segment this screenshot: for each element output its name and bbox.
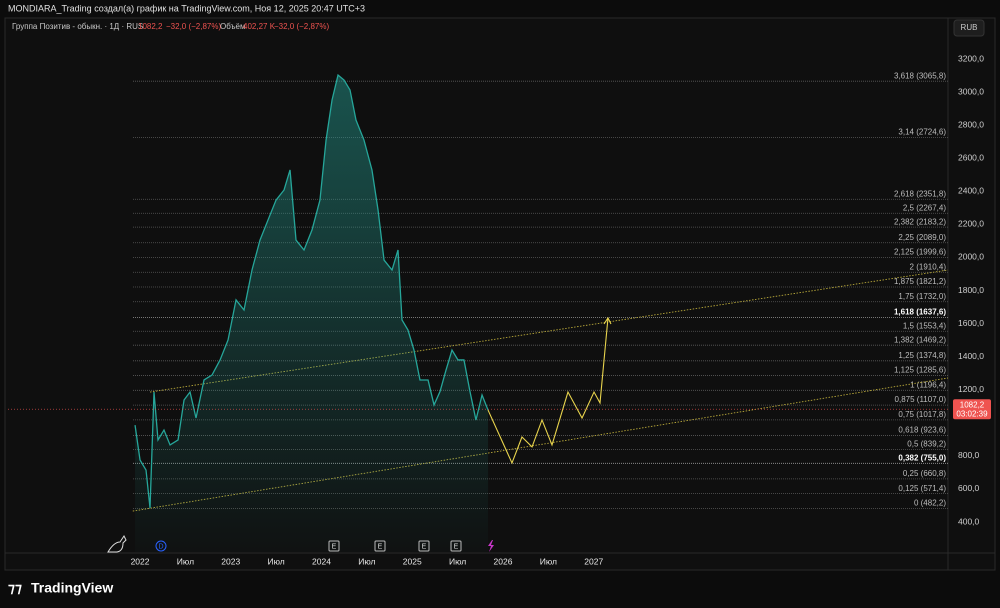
fib-label: 1,5 (1553,4) bbox=[903, 321, 946, 330]
y-tick-label: 1400,0 bbox=[958, 351, 984, 361]
fib-label: 2,5 (2267,4) bbox=[903, 203, 946, 212]
y-tick-label: 1200,0 bbox=[958, 384, 984, 394]
countdown: 03:02:39 bbox=[956, 409, 988, 418]
dino-icon bbox=[107, 535, 127, 553]
volume-change: −32,0 (−2,87%) bbox=[274, 22, 329, 31]
fib-label: 1,618 (1637,6) bbox=[894, 307, 946, 316]
y-tick-label: 1800,0 bbox=[958, 285, 984, 295]
event-icon[interactable] bbox=[418, 540, 430, 552]
y-tick-label: 600,0 bbox=[958, 483, 980, 493]
event-icon[interactable] bbox=[155, 540, 167, 552]
symbol: Группа Позитив - обыкн. · 1Д · RUS bbox=[12, 22, 143, 31]
fib-label: 0 (482,2) bbox=[914, 499, 946, 508]
event-icon[interactable] bbox=[450, 540, 462, 552]
fib-label: 3,618 (3065,8) bbox=[894, 71, 946, 80]
y-tick-label: 800,0 bbox=[958, 450, 980, 460]
x-tick-label: 2022 bbox=[131, 556, 150, 566]
price-line bbox=[134, 73, 489, 509]
x-tick-label: 2026 bbox=[494, 556, 513, 566]
y-tick-label: 400,0 bbox=[958, 516, 980, 526]
fib-label: 0,382 (755,0) bbox=[898, 453, 946, 462]
fib-label: 0,875 (1107,0) bbox=[895, 395, 947, 404]
y-tick-label: 3200,0 bbox=[958, 53, 984, 63]
trend-line bbox=[149, 269, 949, 393]
x-tick-label: Июл bbox=[177, 556, 194, 566]
fib-label: 1,382 (1469,2) bbox=[894, 335, 946, 344]
event-label: E bbox=[332, 543, 337, 550]
legend-price: 1082,2 bbox=[138, 22, 163, 31]
y-tick-label: 3000,0 bbox=[958, 86, 984, 96]
event-icon[interactable] bbox=[374, 540, 386, 552]
fib-label: 0,75 (1017,8) bbox=[898, 410, 946, 419]
header-title: MONDIARA_Trading создал(а) график на Tra… bbox=[8, 3, 365, 13]
x-tick-label: 2027 bbox=[584, 556, 603, 566]
last-price: 1082,2 bbox=[960, 400, 985, 409]
trend-line bbox=[132, 377, 949, 512]
fib-label: 3,14 (2724,6) bbox=[898, 128, 946, 137]
fib-label: 1,25 (1374,8) bbox=[898, 351, 946, 360]
event-label: E bbox=[378, 543, 383, 550]
logo: TradingView bbox=[31, 580, 113, 596]
fib-label: 2,618 (2351,8) bbox=[894, 189, 946, 198]
x-tick-label: 2025 bbox=[403, 556, 422, 566]
legend-change: −32,0 (−2,87%) bbox=[166, 22, 221, 31]
y-tick-label: 2400,0 bbox=[958, 186, 984, 196]
fib-label: 2,125 (1999,6) bbox=[894, 248, 946, 257]
x-tick-label: Июл bbox=[540, 556, 557, 566]
dividend-icon[interactable] bbox=[488, 540, 494, 552]
fib-label: 2,25 (2089,0) bbox=[898, 233, 946, 242]
x-tick-label: Июл bbox=[449, 556, 466, 566]
fib-label: 1,75 (1732,0) bbox=[898, 292, 946, 301]
y-tick-label: 2600,0 bbox=[958, 152, 984, 162]
event-label: E bbox=[454, 543, 459, 550]
logo-mark: ⁊⁊ bbox=[8, 580, 22, 596]
x-tick-label: 2023 bbox=[221, 556, 240, 566]
y-tick-label: 2200,0 bbox=[958, 219, 984, 229]
fib-label: 1,875 (1821,2) bbox=[894, 277, 946, 286]
currency-button[interactable] bbox=[953, 19, 985, 37]
fib-label: 0,618 (923,6) bbox=[898, 426, 946, 435]
event-icon[interactable] bbox=[328, 540, 340, 552]
fib-label: 2 (1910,4) bbox=[910, 262, 947, 271]
event-label: D bbox=[158, 543, 163, 550]
fib-label: 0,125 (571,4) bbox=[898, 484, 946, 493]
projection-line bbox=[487, 317, 609, 465]
price-area bbox=[135, 75, 489, 552]
y-tick-label: 1600,0 bbox=[958, 318, 984, 328]
fib-label: 2,382 (2183,2) bbox=[894, 217, 946, 226]
currency[interactable]: RUB bbox=[961, 23, 978, 32]
volume-label: Объём bbox=[220, 22, 246, 31]
fib-label: 1 (1196,4) bbox=[910, 380, 946, 389]
last-price-badge bbox=[953, 399, 991, 420]
x-tick-label: Июл bbox=[268, 556, 285, 566]
fib-label: 1,125 (1285,6) bbox=[894, 366, 946, 375]
projection-arrow bbox=[603, 316, 612, 325]
y-tick-label: 2800,0 bbox=[958, 119, 984, 129]
y-tick-label: 2000,0 bbox=[958, 252, 984, 262]
volume: 402,27 K bbox=[243, 22, 276, 31]
fib-label: 0,5 (839,2) bbox=[907, 439, 946, 448]
x-tick-label: 2024 bbox=[312, 556, 331, 566]
fib-label: 0,25 (660,8) bbox=[903, 469, 946, 478]
event-label: E bbox=[422, 543, 427, 550]
x-tick-label: Июл bbox=[358, 556, 375, 566]
